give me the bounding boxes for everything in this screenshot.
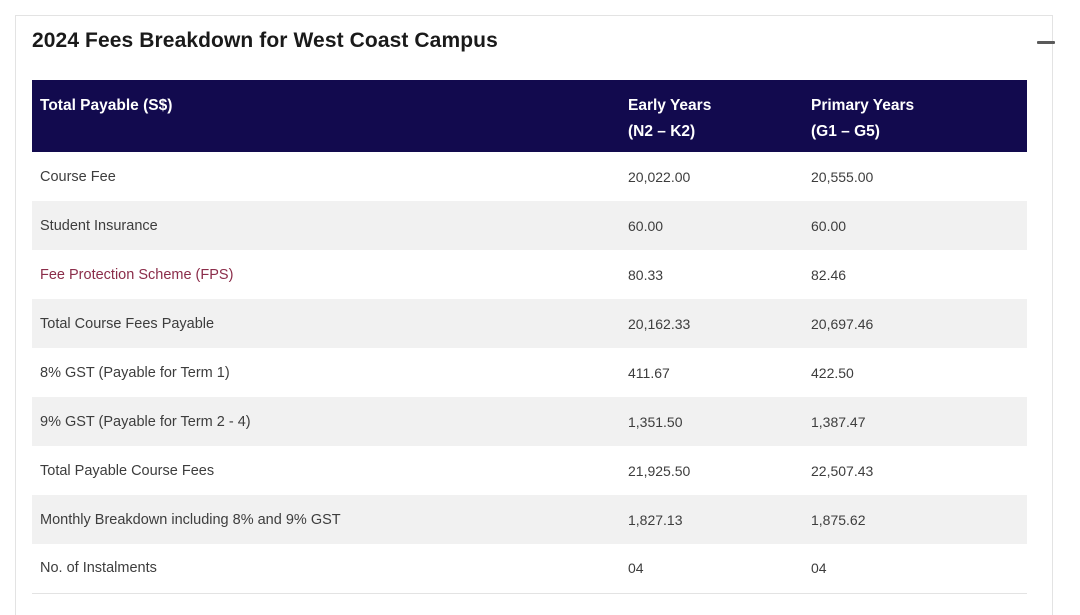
- row-primary-value: 04: [802, 544, 1027, 594]
- row-primary-value: 1,387.47: [811, 413, 866, 430]
- table-row-total-payable-course-fees: Total Payable Course Fees 21,925.50 22,5…: [32, 446, 1027, 495]
- row-early-value: 60.00: [628, 217, 664, 234]
- header-total-payable: Total Payable (S$): [40, 97, 173, 114]
- row-label: Total Course Fees Payable: [40, 315, 215, 332]
- header-primary-years-range: (G1 – G5): [811, 123, 880, 140]
- table-row-gst-8: 8% GST (Payable for Term 1) 411.67 422.5…: [32, 348, 1027, 397]
- table-row-fps: Fee Protection Scheme (FPS) 80.33 82.46: [32, 250, 1027, 299]
- row-primary-value: 422.50: [811, 364, 854, 381]
- header-primary-years: Primary Years (G1 – G5): [802, 80, 1027, 152]
- minus-icon[interactable]: [1034, 32, 1058, 52]
- header-early-years-title: Early Years: [628, 97, 712, 114]
- table-row-total-course-fees-payable: Total Course Fees Payable 20,162.33 20,6…: [32, 299, 1027, 348]
- fees-table-body: Course Fee 20,022.00 20,555.00 Student I…: [32, 152, 1027, 594]
- section-title: 2024 Fees Breakdown for West Coast Campu…: [32, 29, 498, 52]
- fees-accordion-panel: 2024 Fees Breakdown for West Coast Campu…: [15, 15, 1055, 615]
- row-early-value: 21,925.50: [628, 462, 691, 479]
- row-early-value: 20,162.33: [628, 315, 691, 332]
- row-primary-value: 1,875.62: [811, 511, 866, 528]
- table-row-gst-9: 9% GST (Payable for Term 2 - 4) 1,351.50…: [32, 397, 1027, 446]
- row-early-value: 1,351.50: [628, 413, 683, 430]
- row-early-value: 411.67: [628, 364, 670, 381]
- row-primary-value: 22,507.43: [811, 462, 874, 479]
- row-primary-value: 60.00: [811, 217, 847, 234]
- row-primary-value: 20,697.46: [811, 315, 874, 332]
- header-primary-years-title: Primary Years: [811, 97, 915, 114]
- header-row: Total Payable (S$) Early Years (N2 – K2)…: [32, 80, 1027, 152]
- row-label: 8% GST (Payable for Term 1): [40, 364, 230, 381]
- header-early-years-range: (N2 – K2): [628, 123, 696, 140]
- row-primary-value: 20,555.00: [811, 168, 874, 185]
- table-row-instalments: No. of Instalments 04 04: [32, 544, 1027, 594]
- minus-icon-bar: [1037, 41, 1055, 44]
- header-early-years: Early Years (N2 – K2): [619, 80, 802, 152]
- row-label: Student Insurance: [40, 217, 158, 234]
- row-label: No. of Instalments: [32, 544, 619, 594]
- row-early-value: 80.33: [628, 266, 664, 283]
- row-primary-value: 82.46: [811, 266, 847, 283]
- row-label: Course Fee: [40, 168, 116, 185]
- fees-table-header: Total Payable (S$) Early Years (N2 – K2)…: [32, 80, 1027, 152]
- row-early-value: 1,827.13: [628, 511, 683, 528]
- table-row-student-insurance: Student Insurance 60.00 60.00: [32, 201, 1027, 250]
- fee-protection-scheme-link[interactable]: Fee Protection Scheme (FPS): [40, 266, 234, 283]
- row-label: Monthly Breakdown including 8% and 9% GS…: [40, 511, 341, 528]
- table-row-monthly-breakdown: Monthly Breakdown including 8% and 9% GS…: [32, 495, 1027, 544]
- table-row-course-fee: Course Fee 20,022.00 20,555.00: [32, 152, 1027, 201]
- row-label: Total Payable Course Fees: [40, 462, 215, 479]
- row-early-value: 20,022.00: [628, 168, 691, 185]
- row-early-value: 04: [619, 544, 802, 594]
- fees-table: Total Payable (S$) Early Years (N2 – K2)…: [32, 80, 1027, 594]
- row-label: 9% GST (Payable for Term 2 - 4): [40, 413, 251, 430]
- accordion-header[interactable]: 2024 Fees Breakdown for West Coast Campu…: [32, 16, 1055, 80]
